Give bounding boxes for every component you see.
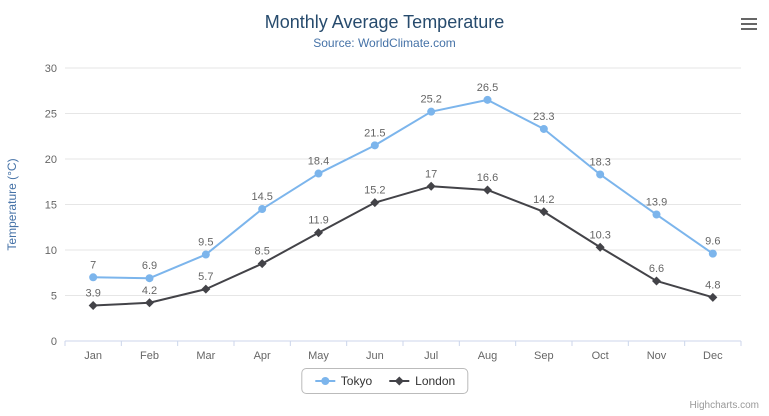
y-axis-label: 30 — [45, 63, 57, 75]
legend-label: Tokyo — [340, 374, 373, 388]
data-label: 3.9 — [86, 288, 101, 300]
data-label: 8.5 — [255, 246, 270, 258]
data-point-london[interactable] — [257, 259, 267, 269]
y-axis-label: 5 — [51, 291, 57, 303]
data-point-london[interactable] — [595, 242, 605, 252]
x-axis-label: Oct — [592, 350, 609, 362]
y-axis-label: 10 — [45, 245, 57, 257]
data-point-tokyo[interactable] — [89, 273, 98, 282]
series-line-london — [93, 185, 714, 307]
data-point-london[interactable] — [426, 181, 436, 191]
data-point-london[interactable] — [201, 284, 211, 294]
y-axis-label: 25 — [45, 109, 57, 121]
legend: Tokyo London — [300, 368, 469, 394]
credits-link[interactable]: Highcharts.com — [689, 400, 759, 411]
data-label: 6.6 — [649, 263, 664, 275]
data-point-tokyo[interactable] — [596, 170, 605, 179]
data-label: 14.5 — [251, 191, 272, 203]
x-axis-label: Mar — [196, 350, 215, 362]
x-axis-label: Jan — [84, 350, 102, 362]
x-axis-label: Aug — [478, 350, 498, 362]
data-point-tokyo[interactable] — [201, 250, 210, 259]
hamburger-icon — [741, 18, 757, 20]
y-axis-label: 20 — [45, 154, 57, 166]
legend-item-tokyo[interactable]: Tokyo — [314, 374, 372, 388]
data-point-london[interactable] — [88, 301, 98, 311]
data-label: 18.3 — [589, 156, 610, 168]
data-point-tokyo[interactable] — [652, 210, 661, 219]
data-label: 23.3 — [533, 111, 554, 123]
data-point-london[interactable] — [652, 276, 661, 286]
data-label: 15.2 — [364, 185, 385, 197]
y-axis-label: 0 — [51, 336, 57, 348]
x-axis-label: Apr — [254, 350, 271, 362]
data-label: 17 — [425, 168, 437, 180]
data-label: 21.5 — [364, 127, 385, 139]
legend-label: London — [415, 374, 456, 388]
data-label: 5.7 — [198, 271, 213, 283]
data-label: 16.6 — [477, 172, 498, 184]
data-label: 6.9 — [142, 260, 157, 272]
export-menu-button[interactable] — [735, 14, 757, 34]
x-axis-label: Jul — [424, 350, 438, 362]
data-point-london[interactable] — [145, 298, 154, 308]
data-label: 25.2 — [420, 94, 441, 106]
data-point-tokyo[interactable] — [539, 124, 548, 133]
data-label: 10.3 — [589, 229, 610, 241]
data-label: 18.4 — [308, 156, 329, 168]
x-axis-label: Nov — [647, 350, 667, 362]
data-point-london[interactable] — [539, 207, 549, 217]
data-label: 4.2 — [142, 285, 157, 297]
legend-item-london[interactable]: London — [388, 374, 455, 388]
legend-diamond-icon — [389, 376, 410, 386]
hamburger-icon — [741, 23, 757, 25]
y-axis-label: 15 — [45, 200, 57, 212]
x-axis-label: Sep — [534, 350, 554, 362]
data-label: 4.8 — [705, 279, 720, 291]
data-point-tokyo[interactable] — [145, 274, 154, 283]
data-point-tokyo[interactable] — [427, 107, 436, 116]
data-label: 9.5 — [198, 237, 213, 249]
data-point-london[interactable] — [708, 292, 718, 302]
data-label: 14.2 — [533, 194, 554, 206]
data-point-tokyo[interactable] — [370, 141, 379, 150]
y-axis-title: Temperature (°C) — [5, 158, 19, 250]
x-axis-label: Jun — [366, 350, 384, 362]
chart-subtitle: Source: WorldClimate.com — [313, 36, 456, 50]
data-label: 13.9 — [646, 197, 667, 209]
data-label: 26.5 — [477, 82, 498, 94]
data-point-london[interactable] — [483, 185, 492, 195]
hamburger-icon — [741, 28, 757, 30]
data-label: 9.6 — [705, 236, 720, 248]
data-point-tokyo[interactable] — [314, 169, 323, 178]
data-point-london[interactable] — [314, 228, 323, 238]
x-axis-label: Dec — [703, 350, 723, 362]
data-label: 7 — [90, 259, 96, 271]
data-point-tokyo[interactable] — [258, 205, 267, 214]
chart-title: Monthly Average Temperature — [264, 12, 505, 32]
data-label: 11.9 — [308, 215, 329, 227]
series-line-tokyo — [93, 98, 714, 280]
data-point-tokyo[interactable] — [708, 249, 717, 258]
legend-circle-icon — [314, 377, 335, 385]
data-point-london[interactable] — [370, 198, 380, 208]
x-axis-label: May — [308, 350, 329, 362]
x-axis-label: Feb — [140, 350, 159, 362]
data-point-tokyo[interactable] — [483, 95, 492, 104]
